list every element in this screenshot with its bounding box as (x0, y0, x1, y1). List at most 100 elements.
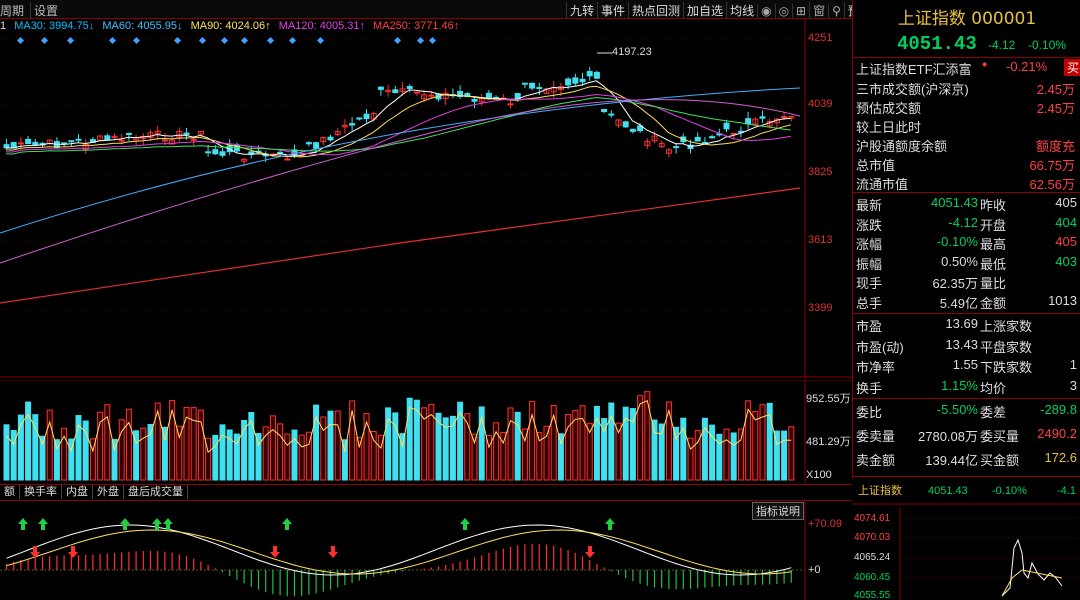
stat-label: 均价 (980, 380, 1007, 396)
volume-bar (377, 434, 384, 481)
info-row: 三市成交额(沪深京) 2.45万 (856, 79, 1080, 98)
hot-backtest-button[interactable]: 热点回测 (628, 2, 683, 19)
volume-bar (255, 433, 262, 481)
stat-value: 1 (1069, 357, 1077, 372)
order-label: 委买量 (980, 429, 1020, 444)
volume-bar (694, 429, 701, 481)
candle-body (356, 117, 363, 120)
tab-outer[interactable]: 外盘 (93, 485, 124, 499)
info-label: 预估成交额 (856, 101, 922, 116)
candle-body (536, 87, 543, 90)
eye-icon[interactable]: ◎ (774, 4, 792, 18)
etf-pct: -0.21% (1006, 59, 1048, 74)
volume-bar (262, 426, 269, 481)
volume-bar (341, 439, 348, 481)
indicator-chart[interactable] (0, 500, 852, 600)
mini-avg-line (1001, 569, 1063, 597)
volume-bar (197, 409, 204, 481)
info-value: 2.45万 (1036, 101, 1075, 116)
candlestick-chart[interactable] (0, 18, 852, 378)
volume-bar (773, 430, 780, 481)
volume-bar (745, 400, 752, 481)
quote-row: 振幅 0.50% 最低 403 (856, 254, 1080, 273)
ma-button[interactable]: 均线 (726, 2, 757, 19)
buy-button[interactable]: 买 (1064, 59, 1080, 76)
ind-tick: +0 (808, 564, 821, 576)
volume-chart[interactable] (0, 380, 852, 483)
settings-menu[interactable]: 设置 (30, 2, 58, 19)
volume-bar (219, 424, 226, 481)
mini-name: 上证指数 (858, 483, 902, 497)
info-label: 较上日此时 (856, 120, 922, 135)
volume-bar (752, 411, 759, 481)
candle-body (17, 142, 24, 145)
info-value: 66.75万 (1029, 158, 1075, 173)
quote-value: 4051.43 (931, 195, 978, 210)
info-label: 三市成交额(沪深京) (856, 82, 969, 97)
mini-axis-tick: 4060.45 (854, 572, 891, 583)
quote-value: 404 (1055, 214, 1077, 230)
candle-body (118, 139, 125, 142)
volume-bar (320, 416, 327, 481)
ma60-label: MA60: 4055.95↓ (102, 20, 183, 32)
mini-bg (852, 478, 1080, 600)
volume-bar (485, 434, 492, 481)
candle-body (694, 136, 701, 142)
price-tick: 4251 (808, 32, 833, 44)
volume-bar (543, 425, 550, 481)
info-row: 较上日此时 (856, 117, 1080, 136)
buy-arrow (163, 518, 173, 530)
jiuzhuan-button[interactable]: 九转 (566, 2, 597, 19)
volume-bar (788, 426, 795, 481)
sell-arrow (68, 546, 78, 558)
volume-bar (82, 420, 89, 481)
add-watchlist-button[interactable]: 加自选 (683, 2, 726, 19)
volume-bar (673, 426, 680, 481)
volume-bar (46, 409, 53, 481)
etf-row[interactable]: 上证指数ETF汇添富 ● -0.21% 买 (856, 59, 1080, 78)
indicator-help-button[interactable]: 指标说明 (752, 502, 804, 520)
window-icon[interactable]: 窗 (809, 2, 828, 19)
volume-ma-line (6, 399, 792, 454)
events-button[interactable]: 事件 (597, 2, 628, 19)
volume-bar (658, 423, 665, 481)
order-label: 委卖量 (856, 429, 896, 444)
intraday-mini-chart[interactable]: 上证指数 4051.43 -0.10% -4.1 4074.61 4070.03 4065.… (852, 478, 1080, 600)
stat-label: 换手 (856, 380, 883, 396)
candle-body (399, 88, 406, 92)
stat-label: 下跌家数 (980, 360, 1033, 375)
price-tick: 4039 (808, 98, 833, 110)
volume-bar (284, 433, 291, 481)
lock-icon[interactable]: ⊞ (792, 4, 809, 18)
volume-bar (305, 431, 312, 481)
volume-bar (161, 426, 168, 481)
candle-body (442, 92, 449, 99)
candle-body (673, 146, 680, 149)
tab-turnover[interactable]: 换手率 (20, 485, 62, 499)
period-menu[interactable]: 周期 (0, 4, 25, 18)
eye-icon[interactable]: ◉ (757, 4, 774, 18)
ind-tick: +70.09 (808, 518, 842, 530)
volume-bar (622, 406, 629, 481)
candle-body (629, 128, 636, 132)
tab-amount[interactable]: 额 (0, 485, 20, 499)
candle-body (615, 119, 622, 126)
quote-value: 403 (1055, 253, 1077, 269)
signal-diamond (416, 36, 425, 45)
volume-bar (701, 417, 708, 481)
volume-bar (125, 408, 132, 481)
tab-after-hours[interactable]: 盘后成交量 (124, 485, 188, 499)
candle-body (212, 149, 219, 155)
mini-axis-tick: 4065.24 (854, 552, 891, 563)
candle-body (183, 132, 190, 135)
tab-inner[interactable]: 内盘 (62, 485, 93, 499)
ma120-label: MA120: 4005.31↑ (278, 20, 365, 32)
candle-body (32, 141, 39, 146)
order-row: 委卖量 2780.08万 委买量 2490.2 (856, 426, 1080, 445)
volume-bar (565, 413, 572, 481)
search-icon[interactable]: ⚲ (828, 4, 844, 18)
sell-arrow (585, 546, 595, 558)
candle-body (25, 138, 32, 145)
